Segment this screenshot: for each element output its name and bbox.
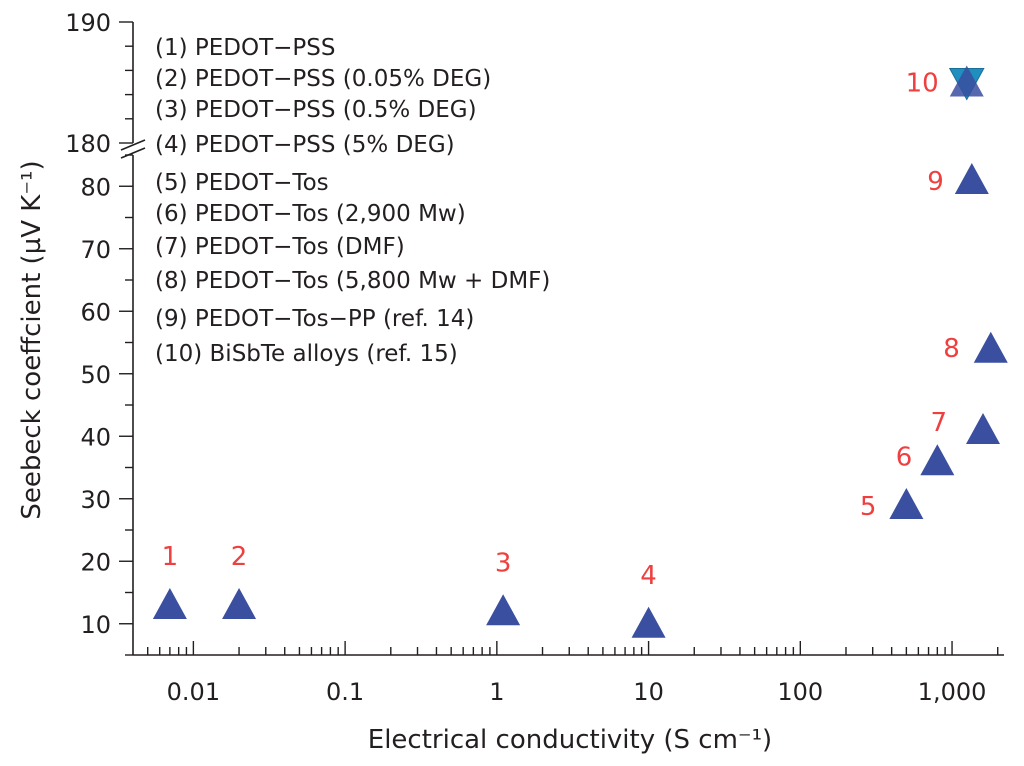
legend-entry-3: (3) PEDOT−PSS (0.5% DEG) (155, 97, 477, 123)
y-tick-label: 50 (80, 361, 111, 389)
y-tick-label: 10 (80, 611, 111, 639)
x-tick-label: 10 (633, 678, 664, 706)
triangle-marker (889, 488, 924, 519)
x-tick-labels: 0.01 0.1 1 10 100 1,000 (167, 678, 987, 706)
axis-break-mark-bottom (120, 147, 146, 159)
legend-entry-8: (8) PEDOT−Tos (5,800 Mw + DMF) (155, 268, 550, 294)
legend-entry-4: (4) PEDOT−PSS (5% DEG) (155, 132, 455, 158)
point-label: 2 (231, 542, 248, 572)
y-tick-label: 80 (80, 173, 111, 201)
y-tick-label: 180 (65, 130, 111, 158)
triangle-marker (954, 163, 989, 194)
legend: (1) PEDOT−PSS (2) PEDOT−PSS (0.05% DEG) … (155, 35, 550, 367)
y-tick-label: 60 (80, 298, 111, 326)
y-tick-label: 30 (80, 486, 111, 514)
y-tick-label: 70 (80, 236, 111, 264)
point-label: 6 (896, 442, 913, 472)
point-label: 9 (927, 167, 944, 197)
x-tick-label: 0.1 (326, 678, 364, 706)
legend-entry-2: (2) PEDOT−PSS (0.05% DEG) (155, 66, 491, 92)
triangle-marker (920, 444, 955, 476)
x-ticks (147, 641, 999, 655)
x-tick-label: 0.01 (167, 678, 220, 706)
point-labels: 1 2 3 4 567 8 9 10 (162, 69, 960, 591)
point-label: 7 (930, 408, 947, 438)
triangle-marker (222, 588, 257, 619)
legend-entry-1: (1) PEDOT−PSS (155, 35, 336, 61)
point-label: 3 (495, 548, 512, 578)
x-tick-label: 1,000 (918, 678, 987, 706)
x-tick-label: 100 (777, 678, 823, 706)
y-tick-labels: 10 20 30 40 50 60 70 80 180 190 (65, 9, 111, 639)
triangle-marker (486, 594, 521, 626)
legend-entry-9: (9) PEDOT−Tos−PP (ref. 14) (155, 306, 474, 332)
y-tick-label: 190 (65, 9, 111, 37)
star-marker-up-triangle (949, 65, 984, 97)
legend-entry-5: (5) PEDOT−Tos (155, 170, 329, 196)
point-label: 8 (943, 334, 960, 364)
point-label: 1 (162, 542, 179, 572)
triangle-marker (152, 588, 187, 619)
triangle-marker (631, 606, 666, 638)
data-markers (152, 65, 1008, 638)
point-label: 5 (860, 492, 877, 522)
legend-entry-10: (10) BiSbTe alloys (ref. 15) (155, 341, 458, 367)
point-label: 4 (640, 561, 657, 591)
point-label: 10 (906, 69, 939, 99)
y-tick-label: 40 (80, 423, 111, 451)
axis-break-mark-top (120, 139, 146, 151)
y-ticks (119, 21, 133, 656)
y-axis-title: Seebeck coeffcient (µV K⁻¹) (17, 160, 47, 519)
x-axis-title: Electrical conductivity (S cm⁻¹) (368, 725, 772, 755)
x-tick-label: 1 (489, 678, 504, 706)
triangle-marker (966, 413, 1001, 444)
y-tick-label: 20 (80, 548, 111, 576)
legend-entry-7: (7) PEDOT−Tos (DMF) (155, 234, 405, 260)
triangle-marker (973, 331, 1008, 363)
legend-entry-6: (6) PEDOT−Tos (2,900 Mw) (155, 201, 466, 227)
